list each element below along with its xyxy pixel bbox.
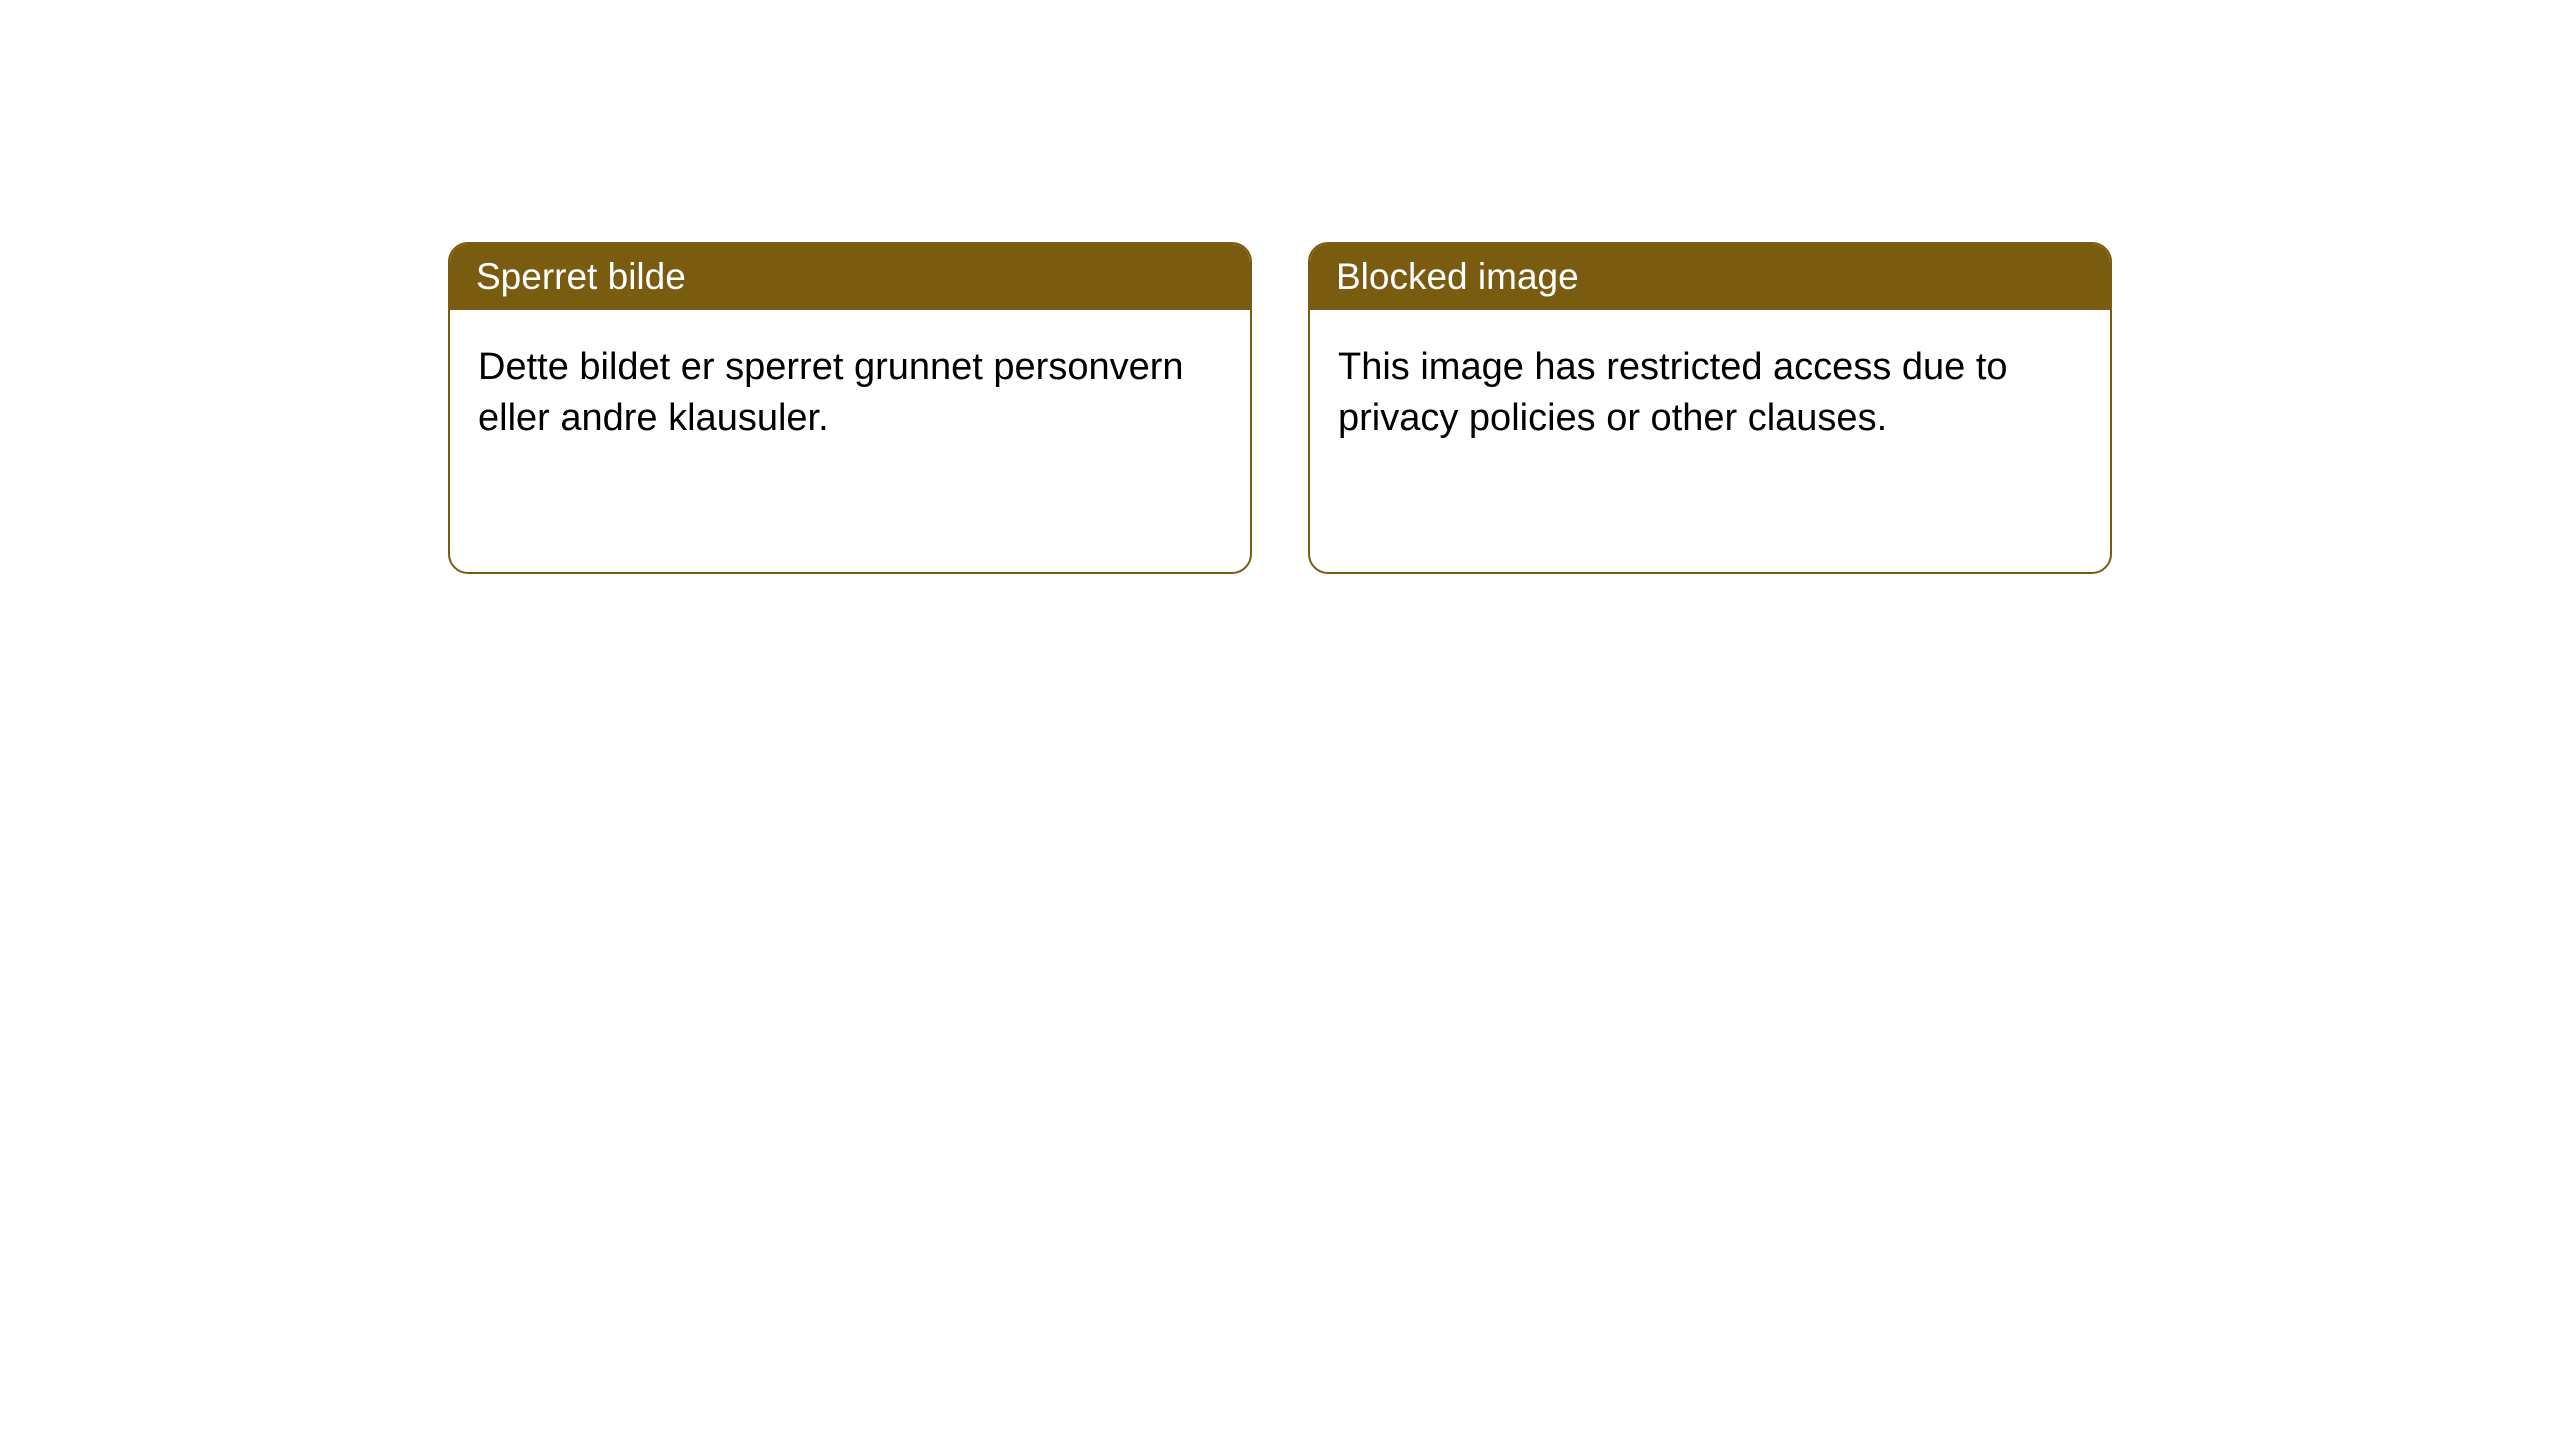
notice-text: Dette bildet er sperret grunnet personve… <box>478 346 1184 439</box>
notice-title: Sperret bilde <box>476 256 686 297</box>
notice-header: Sperret bilde <box>450 244 1250 310</box>
notice-body: Dette bildet er sperret grunnet personve… <box>450 310 1250 477</box>
notice-card-norwegian: Sperret bilde Dette bildet er sperret gr… <box>448 242 1252 574</box>
notice-container: Sperret bilde Dette bildet er sperret gr… <box>0 0 2560 574</box>
notice-header: Blocked image <box>1310 244 2110 310</box>
notice-card-english: Blocked image This image has restricted … <box>1308 242 2112 574</box>
notice-body: This image has restricted access due to … <box>1310 310 2110 477</box>
notice-title: Blocked image <box>1336 256 1579 297</box>
notice-text: This image has restricted access due to … <box>1338 346 2008 439</box>
